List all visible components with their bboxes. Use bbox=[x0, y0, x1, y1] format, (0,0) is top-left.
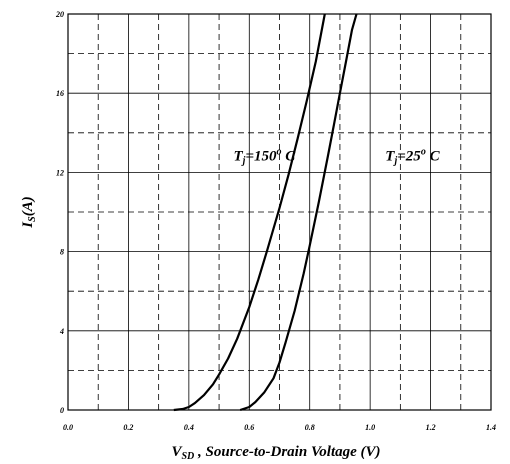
annotation-label-2: Tj=25o C bbox=[385, 147, 440, 167]
annotation-sub: j bbox=[241, 156, 246, 167]
annotation-layer: Tj=150o C Tj=25o C bbox=[234, 147, 441, 167]
x-tick-label: 0.4 bbox=[184, 423, 194, 432]
x-tick-label: 1.0 bbox=[365, 423, 375, 432]
x-tick-label: 0.8 bbox=[305, 423, 315, 432]
x-tick-label: 1.2 bbox=[426, 423, 436, 432]
y-axis-label-sub: S bbox=[27, 216, 38, 222]
annotation-tail: C bbox=[426, 149, 441, 165]
grid-minor bbox=[68, 14, 491, 410]
x-tick-label: 0.6 bbox=[244, 423, 254, 432]
x-tick-labels: 0.0 0.2 0.4 0.6 0.8 1.0 1.2 1.4 bbox=[63, 423, 496, 432]
y-axis-label-main: I bbox=[20, 221, 36, 229]
annotation-tail: C bbox=[282, 149, 297, 165]
x-axis-label-sub: SD bbox=[181, 451, 194, 462]
annotation-sup: o bbox=[421, 147, 426, 158]
y-tick-label: 16 bbox=[56, 89, 64, 98]
annotation-main: T bbox=[234, 149, 244, 165]
plot-frame bbox=[67, 13, 492, 411]
x-axis-label: VSD , Source-to-Drain Voltage (V) bbox=[171, 444, 380, 462]
y-tick-labels: 0 4 8 12 16 20 bbox=[55, 10, 64, 415]
x-tick-label: 0.2 bbox=[123, 423, 133, 432]
y-tick-label: 20 bbox=[55, 10, 64, 19]
annotation-label-1: Tj=150o C bbox=[234, 147, 297, 167]
y-axis-label-rest: (A) bbox=[20, 196, 36, 216]
annotation-rest: =25 bbox=[397, 149, 421, 165]
annotation-sup: o bbox=[277, 147, 282, 158]
x-axis-label-main: V bbox=[171, 444, 183, 460]
y-axis-label: IS(A) bbox=[20, 196, 38, 228]
series-line-2 bbox=[239, 13, 358, 412]
annotation-rest: =150 bbox=[245, 149, 277, 165]
x-tick-label: 1.4 bbox=[486, 423, 496, 432]
x-axis-label-rest: , Source-to-Drain Voltage (V) bbox=[194, 444, 380, 460]
series-line-1 bbox=[173, 13, 326, 412]
annotation-main: T bbox=[385, 149, 395, 165]
y-tick-label: 8 bbox=[60, 248, 64, 257]
series-layer bbox=[173, 13, 358, 412]
y-tick-label: 12 bbox=[56, 168, 64, 177]
annotation-sub: j bbox=[392, 156, 397, 167]
y-tick-label: 4 bbox=[59, 327, 64, 336]
y-tick-label: 0 bbox=[60, 406, 64, 415]
x-tick-label: 0.0 bbox=[63, 423, 73, 432]
